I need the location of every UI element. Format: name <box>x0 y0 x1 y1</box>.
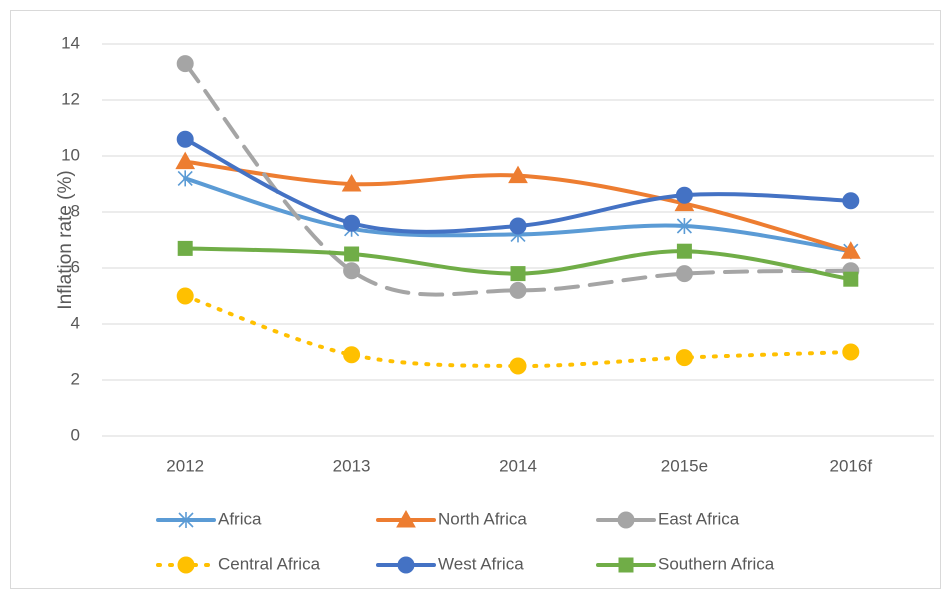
legend-label: West Africa <box>438 554 524 573</box>
point <box>397 556 415 574</box>
legend-label: Central Africa <box>218 554 321 573</box>
point <box>177 240 193 256</box>
legend-label: North Africa <box>438 509 527 528</box>
point <box>843 271 859 287</box>
y-tick-label: 4 <box>71 313 80 332</box>
point <box>343 262 361 280</box>
point <box>177 556 195 574</box>
point <box>176 130 194 148</box>
x-tick-label: 2013 <box>333 456 371 475</box>
point <box>509 281 527 299</box>
x-tick-label: 2012 <box>166 456 204 475</box>
point <box>176 55 194 73</box>
legend-item: North Africa <box>376 509 527 528</box>
y-tick-label: 6 <box>71 257 80 276</box>
legend-label: East Africa <box>658 509 740 528</box>
point <box>175 151 196 170</box>
x-tick-label: 2016f <box>830 456 873 475</box>
point <box>618 557 634 573</box>
series-line <box>183 61 853 297</box>
point <box>344 246 360 262</box>
point <box>343 346 361 364</box>
point <box>509 357 527 375</box>
point <box>508 165 528 184</box>
legend-item: Southern Africa <box>596 554 775 573</box>
point <box>510 266 526 282</box>
legend-item: Central Africa <box>156 554 321 574</box>
x-tick-label: 2014 <box>499 456 537 475</box>
point <box>341 173 362 192</box>
point <box>396 509 416 528</box>
x-tick-label: 2015e <box>661 456 708 475</box>
legend-label: Africa <box>218 509 262 528</box>
point <box>675 265 693 283</box>
point <box>177 170 193 187</box>
point <box>617 511 635 529</box>
series-line <box>183 294 853 369</box>
point <box>343 214 361 232</box>
y-axis-label: Inflation rate (%) <box>55 170 76 309</box>
point <box>676 218 692 234</box>
y-tick-label: 2 <box>71 369 80 388</box>
legend-item: West Africa <box>376 554 524 574</box>
point <box>509 217 527 235</box>
legend-item: East Africa <box>596 509 740 529</box>
chart-border <box>10 10 941 589</box>
point <box>675 349 693 367</box>
legend-item: Africa <box>156 509 262 528</box>
point <box>675 186 693 204</box>
point <box>842 343 860 361</box>
y-tick-label: 10 <box>61 145 80 164</box>
y-tick-label: 8 <box>71 201 80 220</box>
point <box>178 512 194 528</box>
point <box>840 241 861 259</box>
point <box>176 287 194 305</box>
y-tick-label: 0 <box>71 425 80 444</box>
point <box>842 192 860 210</box>
point <box>676 243 692 259</box>
legend-label: Southern Africa <box>658 554 775 573</box>
y-tick-label: 14 <box>61 33 80 52</box>
y-tick-label: 12 <box>61 89 80 108</box>
